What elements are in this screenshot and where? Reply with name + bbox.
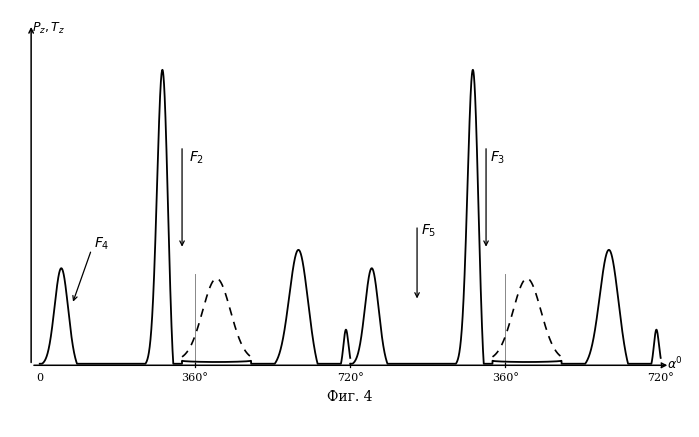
Text: $F_3$: $F_3$ bbox=[491, 150, 505, 166]
Text: 720°: 720° bbox=[647, 373, 674, 383]
Text: $F_5$: $F_5$ bbox=[421, 223, 437, 239]
Text: $P_z, T_z$: $P_z, T_z$ bbox=[32, 21, 65, 36]
Text: 0: 0 bbox=[36, 373, 43, 383]
Text: 720°: 720° bbox=[337, 373, 363, 383]
Text: Фиг. 4: Фиг. 4 bbox=[327, 390, 373, 404]
Text: $F_2$: $F_2$ bbox=[189, 150, 203, 166]
Text: 360°: 360° bbox=[182, 373, 208, 383]
Text: $F_4$: $F_4$ bbox=[94, 235, 109, 252]
Text: 360°: 360° bbox=[492, 373, 519, 383]
Text: $\alpha^0$: $\alpha^0$ bbox=[667, 355, 683, 372]
